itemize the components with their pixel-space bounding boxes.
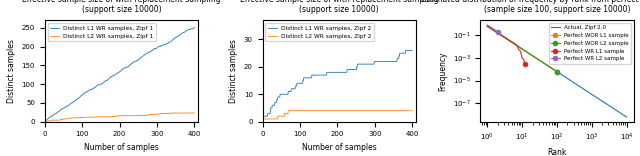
- Perfect WR L2 sample: [483, 24, 491, 26]
- Line: Distinct L2 WR samples, Zipf 2: Distinct L2 WR samples, Zipf 2: [263, 111, 412, 119]
- Distinct L2 WR samples, Zipf 2: [368, 110, 376, 112]
- Distinct L2 WR samples, Zipf 1: [166, 112, 174, 114]
- Perfect WR L1 sample: [483, 25, 491, 27]
- Distinct L2 WR samples, Zipf 2: [353, 110, 361, 112]
- Perfect WOR L2 sample: [552, 70, 559, 72]
- Perfect WR L1 sample: [508, 41, 515, 43]
- Distinct L2 WR samples, Zipf 2: [367, 110, 375, 112]
- Perfect WOR L1 sample: [553, 71, 561, 73]
- Distinct L2 WR samples, Zipf 2: [408, 110, 416, 112]
- Perfect WR L1 sample: [521, 63, 529, 65]
- Perfect WOR L2 sample: [543, 64, 551, 66]
- Title: Estimated distribution of frequency by rank from perfect L1/L2 sample
(sample si: Estimated distribution of frequency by r…: [422, 0, 640, 14]
- Perfect WR L2 sample: [494, 31, 502, 33]
- Title: Effective sample size of with-replacement sampling
(support size 10000): Effective sample size of with-replacemen…: [240, 0, 438, 14]
- Distinct L1 WR samples, Zipf 1: [135, 58, 143, 60]
- Perfect WOR L1 sample: [529, 55, 536, 57]
- Distinct L1 WR samples, Zipf 2: [408, 49, 416, 51]
- Perfect WR L1 sample: [515, 49, 522, 50]
- Actual, Zipf 2.0: [612, 109, 620, 111]
- Line: Distinct L2 WR samples, Zipf 1: Distinct L2 WR samples, Zipf 1: [45, 113, 195, 121]
- Perfect WOR L1 sample: [552, 70, 560, 72]
- Distinct L1 WR samples, Zipf 2: [308, 77, 316, 79]
- Distinct L1 WR samples, Zipf 2: [318, 74, 326, 76]
- X-axis label: Rank: Rank: [547, 148, 566, 156]
- Perfect WOR L1 sample: [483, 25, 491, 27]
- Actual, Zipf 2.0: [623, 116, 630, 118]
- Perfect WOR L2 sample: [553, 71, 561, 73]
- Distinct L1 WR samples, Zipf 2: [277, 93, 285, 95]
- Actual, Zipf 2.0: [622, 116, 630, 117]
- Legend: Distinct L1 WR samples, Zipf 1, Distinct L2 WR samples, Zipf 1: Distinct L1 WR samples, Zipf 1, Distinct…: [48, 23, 156, 41]
- Distinct L2 WR samples, Zipf 2: [277, 115, 285, 117]
- Distinct L1 WR samples, Zipf 1: [90, 87, 98, 89]
- Distinct L2 WR samples, Zipf 1: [60, 119, 67, 120]
- Distinct L2 WR samples, Zipf 2: [308, 110, 316, 112]
- Distinct L2 WR samples, Zipf 1: [135, 114, 143, 116]
- Distinct L1 WR samples, Zipf 1: [100, 81, 108, 83]
- Perfect WR L1 sample: [500, 36, 508, 38]
- Line: Distinct L1 WR samples, Zipf 1: Distinct L1 WR samples, Zipf 1: [45, 27, 195, 121]
- Distinct L1 WR samples, Zipf 2: [259, 118, 267, 120]
- Distinct L2 WR samples, Zipf 1: [150, 113, 157, 115]
- Perfect WR L1 sample: [518, 57, 526, 59]
- Distinct L1 WR samples, Zipf 2: [353, 66, 360, 68]
- Distinct L2 WR samples, Zipf 2: [285, 110, 292, 112]
- Legend: Actual, Zipf 2.0, Perfect WOR L1 sample, Perfect WOR L2 sample, Perfect WR L1 sa: Actual, Zipf 2.0, Perfect WOR L1 sample,…: [549, 23, 631, 64]
- Line: Distinct L1 WR samples, Zipf 2: Distinct L1 WR samples, Zipf 2: [263, 50, 412, 119]
- Distinct L2 WR samples, Zipf 1: [191, 112, 198, 114]
- Distinct L2 WR samples, Zipf 1: [90, 116, 98, 118]
- Perfect WOR L1 sample: [552, 70, 559, 72]
- Perfect WR L1 sample: [520, 58, 527, 60]
- Perfect WOR L1 sample: [531, 57, 539, 58]
- Distinct L2 WR samples, Zipf 1: [149, 114, 157, 115]
- Distinct L2 WR samples, Zipf 1: [42, 120, 49, 122]
- Line: Perfect WOR L1 sample: Perfect WOR L1 sample: [485, 24, 559, 74]
- Line: Actual, Zipf 2.0: Actual, Zipf 2.0: [487, 26, 627, 117]
- Perfect WOR L2 sample: [552, 70, 560, 72]
- Perfect WOR L2 sample: [531, 57, 539, 58]
- X-axis label: Number of samples: Number of samples: [302, 143, 376, 152]
- Perfect WOR L2 sample: [483, 25, 491, 27]
- Line: Perfect WR L2 sample: Perfect WR L2 sample: [485, 23, 500, 34]
- Distinct L2 WR samples, Zipf 1: [100, 116, 108, 118]
- Distinct L2 WR samples, Zipf 2: [319, 110, 326, 112]
- Y-axis label: Distinct samples: Distinct samples: [7, 39, 16, 103]
- Distinct L1 WR samples, Zipf 2: [367, 63, 374, 65]
- Perfect WOR L2 sample: [545, 66, 553, 68]
- Distinct L1 WR samples, Zipf 1: [42, 120, 49, 122]
- Perfect WR L1 sample: [513, 44, 520, 46]
- Perfect WOR L1 sample: [543, 64, 551, 66]
- Actual, Zipf 2.0: [580, 88, 588, 90]
- Distinct L1 WR samples, Zipf 1: [60, 107, 67, 109]
- Distinct L1 WR samples, Zipf 1: [191, 27, 198, 28]
- Distinct L2 WR samples, Zipf 2: [259, 118, 267, 120]
- Actual, Zipf 2.0: [483, 25, 491, 27]
- Perfect WR L1 sample: [511, 43, 518, 44]
- X-axis label: Number of samples: Number of samples: [84, 143, 159, 152]
- Distinct L1 WR samples, Zipf 2: [367, 63, 375, 65]
- Legend: Distinct L1 WR samples, Zipf 2, Distinct L2 WR samples, Zipf 2: Distinct L1 WR samples, Zipf 2, Distinct…: [266, 23, 374, 41]
- Title: Effective sample size of with-replacement sampling
(support size 10000): Effective sample size of with-replacemen…: [22, 0, 221, 14]
- Actual, Zipf 2.0: [575, 85, 582, 87]
- Perfect WR L1 sample: [494, 32, 502, 34]
- Y-axis label: Distinct samples: Distinct samples: [229, 39, 238, 103]
- Line: Perfect WR L1 sample: Perfect WR L1 sample: [485, 24, 527, 66]
- Perfect WOR L1 sample: [545, 66, 553, 68]
- Distinct L1 WR samples, Zipf 1: [150, 48, 157, 50]
- Line: Perfect WOR L2 sample: Perfect WOR L2 sample: [485, 24, 559, 74]
- Actual, Zipf 2.0: [598, 100, 606, 102]
- Perfect WR L1 sample: [504, 39, 512, 41]
- Perfect WR L1 sample: [516, 50, 524, 52]
- Y-axis label: Frequency: Frequency: [438, 51, 447, 91]
- Actual, Zipf 2.0: [541, 63, 549, 65]
- Distinct L1 WR samples, Zipf 2: [402, 49, 410, 51]
- Distinct L1 WR samples, Zipf 1: [149, 49, 157, 51]
- Perfect WOR L2 sample: [529, 55, 536, 57]
